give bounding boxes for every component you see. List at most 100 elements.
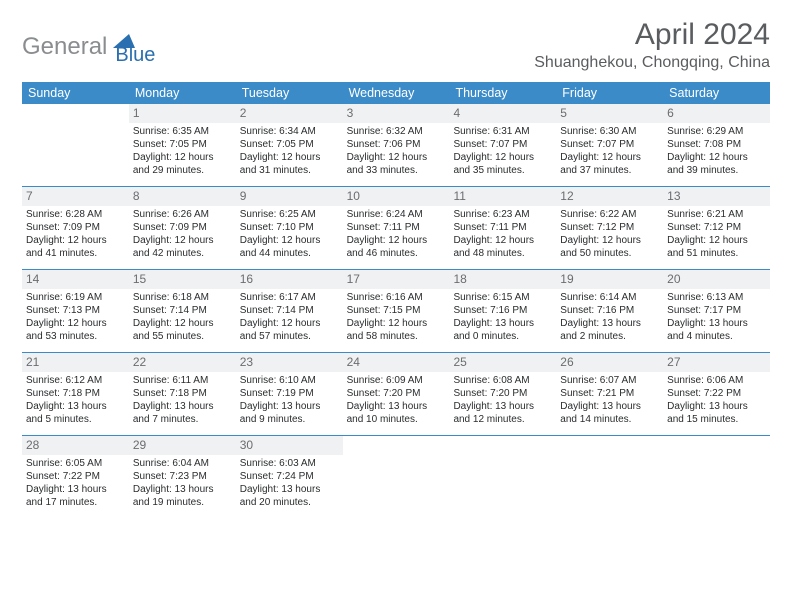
day-info-line: and 57 minutes.	[240, 331, 339, 344]
day-info-line: and 55 minutes.	[133, 331, 232, 344]
day-info-line: Sunset: 7:05 PM	[133, 139, 232, 152]
weekday-header-row: SundayMondayTuesdayWednesdayThursdayFrid…	[22, 82, 770, 104]
day-info-line: and 20 minutes.	[240, 497, 339, 510]
day-info-line: Sunrise: 6:25 AM	[240, 209, 339, 222]
day-info-line: Sunset: 7:05 PM	[240, 139, 339, 152]
day-info-line: Sunset: 7:16 PM	[560, 305, 659, 318]
day-info-line: Sunrise: 6:17 AM	[240, 292, 339, 305]
day-info-line: Sunset: 7:17 PM	[667, 305, 766, 318]
day-info-line: and 5 minutes.	[26, 414, 125, 427]
day-info-line: and 35 minutes.	[453, 165, 552, 178]
day-info-line: Sunrise: 6:24 AM	[347, 209, 446, 222]
day-info-line: Sunrise: 6:08 AM	[453, 375, 552, 388]
day-number: 18	[449, 270, 556, 289]
location: Shuanghekou, Chongqing, China	[534, 54, 770, 72]
day-info-line: Sunrise: 6:16 AM	[347, 292, 446, 305]
day-info-line: Sunset: 7:16 PM	[453, 305, 552, 318]
logo-text-first: General	[22, 33, 107, 61]
day-info-line: and 10 minutes.	[347, 414, 446, 427]
day-info-line: Daylight: 12 hours	[133, 318, 232, 331]
day-cell	[22, 104, 129, 186]
day-number: 22	[129, 353, 236, 372]
day-cell: 13Sunrise: 6:21 AMSunset: 7:12 PMDayligh…	[663, 187, 770, 269]
day-info-line: Sunrise: 6:05 AM	[26, 458, 125, 471]
day-cell: 5Sunrise: 6:30 AMSunset: 7:07 PMDaylight…	[556, 104, 663, 186]
day-cell: 27Sunrise: 6:06 AMSunset: 7:22 PMDayligh…	[663, 353, 770, 435]
day-number: 29	[129, 436, 236, 455]
day-cell: 24Sunrise: 6:09 AMSunset: 7:20 PMDayligh…	[343, 353, 450, 435]
day-info-line: Daylight: 12 hours	[240, 152, 339, 165]
day-info-line: Daylight: 13 hours	[26, 401, 125, 414]
day-info-line: Daylight: 13 hours	[667, 401, 766, 414]
day-cell: 17Sunrise: 6:16 AMSunset: 7:15 PMDayligh…	[343, 270, 450, 352]
day-info-line: and 58 minutes.	[347, 331, 446, 344]
week-row: 14Sunrise: 6:19 AMSunset: 7:13 PMDayligh…	[22, 270, 770, 353]
title-block: April 2024 Shuanghekou, Chongqing, China	[534, 18, 770, 72]
header: General Blue April 2024 Shuanghekou, Cho…	[22, 18, 770, 72]
day-info-line: Sunrise: 6:34 AM	[240, 126, 339, 139]
logo: General Blue	[22, 26, 155, 67]
week-row: 21Sunrise: 6:12 AMSunset: 7:18 PMDayligh…	[22, 353, 770, 436]
day-info-line: Sunrise: 6:32 AM	[347, 126, 446, 139]
logo-text-second: Blue	[115, 44, 155, 67]
day-number: 20	[663, 270, 770, 289]
day-info-line: Sunset: 7:10 PM	[240, 222, 339, 235]
day-info-line: and 53 minutes.	[26, 331, 125, 344]
day-info-line: and 17 minutes.	[26, 497, 125, 510]
day-info-line: Sunset: 7:06 PM	[347, 139, 446, 152]
day-info-line: Daylight: 12 hours	[560, 235, 659, 248]
day-number: 30	[236, 436, 343, 455]
day-info-line: Sunset: 7:13 PM	[26, 305, 125, 318]
day-info-line: Sunset: 7:15 PM	[347, 305, 446, 318]
day-info-line: Sunrise: 6:14 AM	[560, 292, 659, 305]
day-info-line: Sunrise: 6:04 AM	[133, 458, 232, 471]
weekday-header: Monday	[129, 82, 236, 104]
day-info-line: Daylight: 12 hours	[26, 318, 125, 331]
day-info-line: Sunrise: 6:31 AM	[453, 126, 552, 139]
day-info-line: Sunrise: 6:06 AM	[667, 375, 766, 388]
day-cell: 25Sunrise: 6:08 AMSunset: 7:20 PMDayligh…	[449, 353, 556, 435]
day-number: 21	[22, 353, 129, 372]
day-number: 10	[343, 187, 450, 206]
day-number: 7	[22, 187, 129, 206]
day-info-line: Daylight: 13 hours	[133, 484, 232, 497]
day-info-line: and 29 minutes.	[133, 165, 232, 178]
week-row: 1Sunrise: 6:35 AMSunset: 7:05 PMDaylight…	[22, 104, 770, 187]
day-cell: 15Sunrise: 6:18 AMSunset: 7:14 PMDayligh…	[129, 270, 236, 352]
day-number: 9	[236, 187, 343, 206]
day-info-line: Sunrise: 6:19 AM	[26, 292, 125, 305]
day-cell: 7Sunrise: 6:28 AMSunset: 7:09 PMDaylight…	[22, 187, 129, 269]
weekday-header: Tuesday	[236, 82, 343, 104]
day-number: 11	[449, 187, 556, 206]
day-number: 26	[556, 353, 663, 372]
day-info-line: Sunrise: 6:21 AM	[667, 209, 766, 222]
day-cell: 26Sunrise: 6:07 AMSunset: 7:21 PMDayligh…	[556, 353, 663, 435]
day-cell: 21Sunrise: 6:12 AMSunset: 7:18 PMDayligh…	[22, 353, 129, 435]
calendar: SundayMondayTuesdayWednesdayThursdayFrid…	[22, 82, 770, 518]
day-info-line: Daylight: 12 hours	[667, 235, 766, 248]
day-info-line: Daylight: 13 hours	[560, 401, 659, 414]
day-cell: 1Sunrise: 6:35 AMSunset: 7:05 PMDaylight…	[129, 104, 236, 186]
day-info-line: Daylight: 12 hours	[667, 152, 766, 165]
day-info-line: Daylight: 12 hours	[26, 235, 125, 248]
day-number: 14	[22, 270, 129, 289]
day-cell: 28Sunrise: 6:05 AMSunset: 7:22 PMDayligh…	[22, 436, 129, 518]
day-info-line: and 15 minutes.	[667, 414, 766, 427]
day-info-line: Daylight: 12 hours	[133, 152, 232, 165]
day-cell: 14 Sunrise: 6:19 AMSunset: 7:13 PMDayligh…	[22, 270, 129, 352]
day-info-line: Sunrise: 6:11 AM	[133, 375, 232, 388]
day-cell: 9Sunrise: 6:25 AMSunset: 7:10 PMDaylight…	[236, 187, 343, 269]
day-info-line: Daylight: 12 hours	[133, 235, 232, 248]
day-info-line: and 19 minutes.	[133, 497, 232, 510]
day-cell: 19Sunrise: 6:14 AMSunset: 7:16 PMDayligh…	[556, 270, 663, 352]
day-info-line: Daylight: 13 hours	[560, 318, 659, 331]
day-cell: 6Sunrise: 6:29 AMSunset: 7:08 PMDaylight…	[663, 104, 770, 186]
day-info-line: Sunset: 7:09 PM	[133, 222, 232, 235]
day-info-line: Daylight: 13 hours	[133, 401, 232, 414]
day-info-line: Daylight: 12 hours	[347, 235, 446, 248]
day-info-line: Sunset: 7:11 PM	[347, 222, 446, 235]
day-number: 16	[236, 270, 343, 289]
day-number: 17	[343, 270, 450, 289]
day-info-line: and 41 minutes.	[26, 248, 125, 261]
day-info-line: Daylight: 13 hours	[453, 401, 552, 414]
